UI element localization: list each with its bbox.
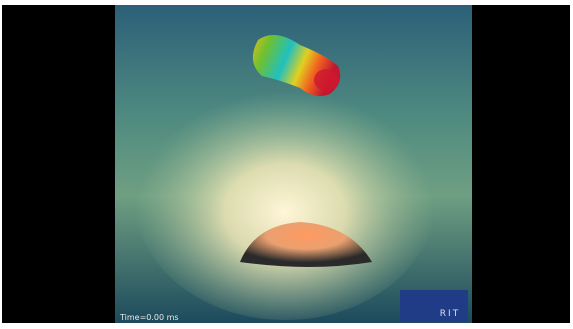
droplet-tip <box>314 69 338 91</box>
energy-glow <box>135 80 435 320</box>
surface-crater <box>240 222 372 267</box>
time-caption: Time=0.00 ms <box>119 313 179 322</box>
logo-text: RIT <box>440 309 460 319</box>
logo-box <box>400 290 468 322</box>
droplet <box>252 35 341 96</box>
